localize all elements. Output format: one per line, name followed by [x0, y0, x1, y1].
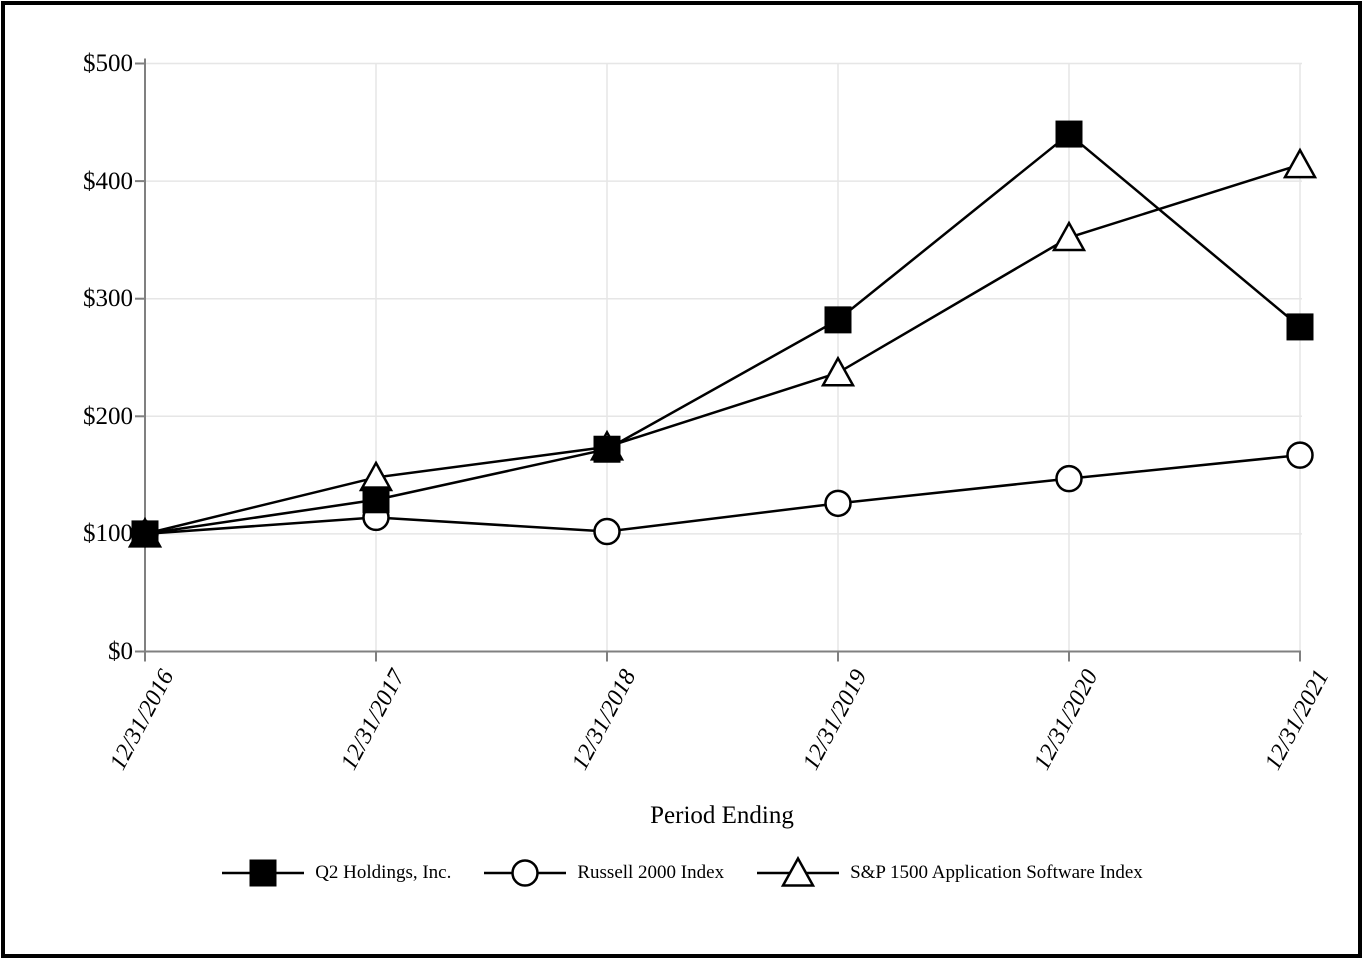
series-line-s-p-1500-application-software-index	[144, 163, 1301, 536]
series-line-q2-holdings-inc	[144, 132, 1301, 536]
marker-open-circle	[824, 489, 852, 518]
marker-filled-square	[362, 486, 390, 514]
legend-item: S&P 1500 Application Software Index	[756, 856, 1143, 890]
legend-item: Russell 2000 Index	[483, 856, 724, 890]
legend-label: S&P 1500 Application Software Index	[850, 862, 1143, 883]
y-tick-label: $500	[83, 50, 133, 77]
marker-open-circle	[593, 517, 621, 546]
y-tick-label: $0	[108, 638, 133, 665]
legend-sample-open-triangle	[757, 856, 840, 887]
legend-label: Russell 2000 Index	[577, 862, 725, 883]
marker-filled-square	[1055, 120, 1083, 148]
y-tick-label: $200	[83, 402, 133, 430]
x-axis-title: Period Ending	[650, 802, 794, 829]
series-line-russell-2000-index	[144, 453, 1301, 536]
marker-filled-square	[131, 520, 159, 548]
legend-sample-filled-square	[222, 859, 305, 887]
marker-open-triangle	[780, 856, 816, 887]
marker-filled-square	[593, 435, 621, 463]
marker-open-circle	[1055, 464, 1083, 493]
legend: Q2 Holdings, Inc. Russell 2000 Index S&P 1…	[0, 856, 1364, 890]
marker-filled-square	[1286, 313, 1314, 341]
y-tick-label: $400	[83, 167, 133, 195]
marker-open-triangle	[1282, 147, 1318, 179]
y-tick-label: $300	[83, 285, 133, 313]
marker-open-triangle	[820, 355, 856, 387]
marker-open-circle	[1286, 441, 1314, 469]
legend-label: Q2 Holdings, Inc.	[315, 862, 452, 883]
marker-open-triangle	[1051, 220, 1087, 252]
legend-sample-open-circle	[484, 859, 567, 887]
y-tick-label: $100	[83, 520, 133, 548]
marker-open-circle	[511, 859, 540, 887]
legend-item: Q2 Holdings, Inc.	[221, 856, 451, 890]
marker-filled-square	[249, 859, 277, 887]
marker-filled-square	[824, 306, 852, 334]
